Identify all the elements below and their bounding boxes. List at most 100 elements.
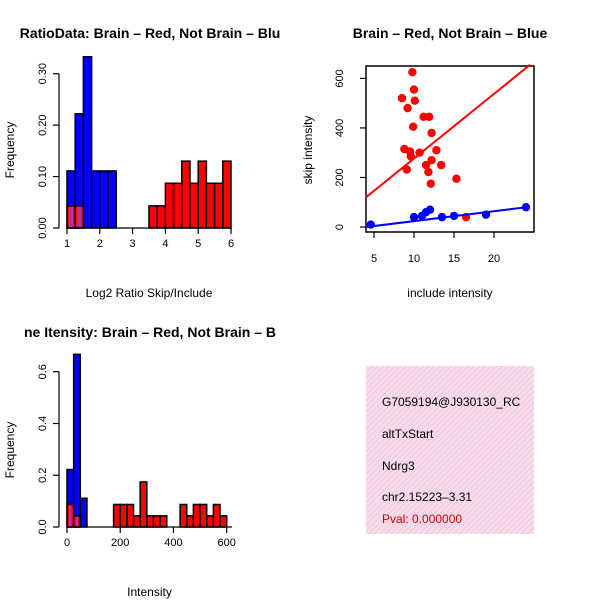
ratio_hist-bar-overlap: [69, 206, 74, 227]
intensity_hist-bar-red: [205, 515, 215, 528]
intensity_hist-bar-red: [139, 481, 148, 528]
ratio_hist-xlabel: Log2 Ratio Skip/Include: [86, 286, 213, 300]
scatter-point-red: [452, 174, 461, 183]
intensity_hist-bar-blue: [79, 497, 88, 528]
ratio_hist-bar-red: [156, 205, 167, 229]
scatter-ytick-label: 400: [334, 119, 346, 137]
scatter-point-red: [410, 96, 419, 105]
scatter-xtick-label: 10: [408, 253, 420, 265]
ratio_hist-bar-red: [213, 182, 224, 229]
ratio_hist-ytick-label: 0.00: [37, 217, 49, 238]
ratio_hist-bar-red: [189, 182, 199, 229]
ratio_hist-ylabel: Frequency: [3, 122, 17, 179]
info-location: chr2.15223–3.31: [382, 490, 473, 504]
ratio_hist-xtick-label: 6: [228, 238, 234, 250]
info-event: altTxStart: [382, 427, 434, 441]
ratio_hist-bar-red: [181, 160, 191, 229]
intensity_hist-bar-red: [159, 515, 168, 528]
info-id: G7059194@J930130_RC: [382, 395, 521, 409]
intensity_hist-bar-red: [126, 503, 135, 528]
scatter-point-red: [402, 165, 411, 174]
intensity_hist-bar-red: [179, 503, 188, 528]
ratio_hist-xtick-label: 1: [64, 238, 70, 250]
intensity_hist-bar-red: [119, 503, 128, 528]
ratio_hist-bar-red: [164, 182, 175, 229]
intensity_hist-bar-red: [192, 503, 201, 528]
scatter-point-red: [415, 148, 424, 157]
scatter-point-blue: [409, 212, 419, 222]
intensity_hist-bar-red: [186, 515, 195, 528]
intensity_hist-bar-overlap: [75, 516, 79, 526]
intensity_hist-ytick-label: 0.6: [37, 364, 49, 379]
ratio_hist-xtick-label: 3: [130, 238, 136, 250]
intensity_hist-bar-red: [199, 503, 208, 528]
scatter-point-red: [421, 160, 431, 170]
intensity_hist-xtick-label: 400: [164, 537, 182, 549]
intensity_hist-bar-red: [146, 515, 155, 528]
scatter-point-blue: [437, 212, 447, 222]
scatter-ytick-label: 200: [334, 168, 346, 186]
scatter-point-red: [403, 103, 412, 113]
intensity_hist-xtick-label: 600: [217, 537, 235, 549]
ratio_hist-bar-red: [222, 160, 232, 229]
scatter-point-red: [408, 67, 417, 77]
scatter-point-red: [437, 160, 446, 170]
scatter-point-red: [424, 167, 433, 177]
ratio_hist-bar-blue: [107, 170, 117, 229]
intensity_hist-xtick-label: 0: [64, 537, 70, 549]
intensity_hist-bar-red: [219, 515, 228, 528]
intensity_hist-bar-red: [212, 503, 221, 528]
intensity_hist-bar-red: [152, 515, 161, 528]
intensity_hist-title: ne Itensity: Brain – Red, Not Brain – B: [24, 324, 276, 340]
scatter-point-red: [427, 155, 436, 165]
intensity_hist-ytick-label: 0.4: [37, 416, 49, 431]
ratio_hist-bar-red: [197, 160, 208, 229]
scatter-point-blue: [481, 210, 491, 219]
scatter-ytick-label: 0: [334, 224, 346, 230]
ratio_hist-ytick-label: 0.20: [37, 114, 49, 135]
scatter-fit-line-red: [365, 63, 531, 199]
scatter-xlabel: include intensity: [407, 286, 492, 300]
ratio_hist-ytick-label: 0.10: [37, 166, 49, 187]
scatter-xtick-label: 20: [488, 253, 500, 265]
scatter-point-red: [409, 85, 419, 94]
scatter-fit-line-blue: [365, 205, 531, 229]
intensity_hist-bar-overlap: [69, 505, 72, 526]
intensity_hist-bar-red: [112, 503, 121, 528]
ratio_hist-bar-overlap: [77, 206, 82, 227]
intensity_hist-bar-blue: [72, 353, 82, 528]
scatter-title: Brain – Red, Not Brain – Blue: [353, 25, 548, 41]
scatter-point-red: [406, 152, 415, 161]
ratio_hist-bar-red: [148, 205, 158, 229]
scatter-point-blue: [366, 220, 375, 229]
intensity_hist-xtick-label: 200: [111, 537, 129, 549]
scatter-point-red: [425, 112, 434, 121]
scatter-point-blue: [425, 205, 435, 214]
scatter-point-red: [427, 128, 436, 138]
scatter-xtick-label: 5: [371, 253, 377, 265]
ratio_hist-ytick-label: 0.30: [37, 63, 49, 84]
info-gene: Ndrg3: [382, 459, 415, 473]
ratio_hist-title: RatioData: Brain – Red, Not Brain – Blu: [20, 25, 281, 41]
scatter-point-red: [397, 94, 407, 103]
scatter-plot-box: [365, 65, 535, 233]
intensity_hist-bar-red: [132, 515, 141, 528]
scatter-point-blue: [521, 203, 531, 212]
intensity_hist-ytick-label: 0.2: [37, 468, 49, 483]
ratio_hist-xtick-label: 4: [162, 238, 168, 250]
scatter-point-blue: [449, 211, 459, 221]
info-pval: Pval: 0.000000: [382, 512, 463, 526]
intensity_hist-ylabel: Frequency: [3, 422, 17, 479]
scatter-point-red: [409, 122, 418, 131]
scatter-ytick-label: 600: [334, 69, 346, 87]
ratio_hist-bar-blue: [99, 170, 109, 229]
ratio_hist-bar-red: [172, 182, 183, 229]
intensity_hist-xlabel: Intensity: [127, 585, 172, 599]
ratio_hist-bar-blue: [82, 55, 93, 229]
ratio_hist-bar-blue: [90, 170, 101, 229]
scatter-point-red: [426, 179, 435, 188]
ratio_hist-xtick-label: 2: [97, 238, 103, 250]
info-panel: G7059194@J930130_RC altTxStart Ndrg3 chr…: [366, 366, 534, 534]
scatter-ylabel: skip intensity: [301, 116, 315, 185]
